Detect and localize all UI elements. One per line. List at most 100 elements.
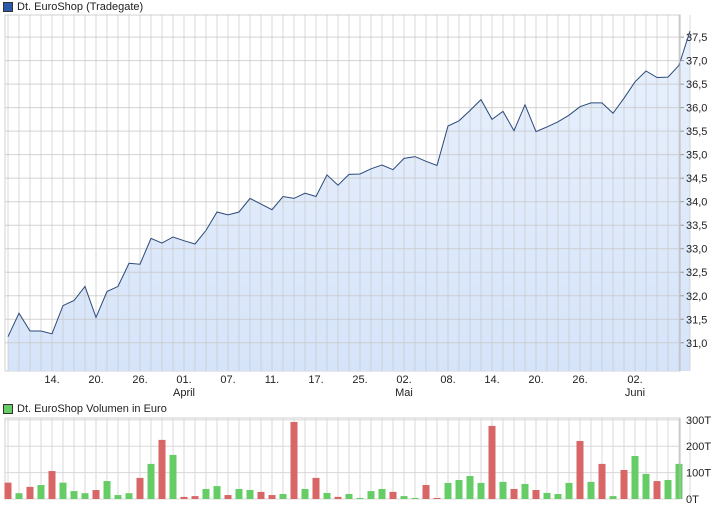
- price-xtick-label: 20.: [528, 374, 543, 386]
- volume-bar: [653, 481, 661, 499]
- volume-legend: Dt. EuroShop Volumen in Euro: [3, 403, 167, 415]
- volume-bar: [532, 490, 540, 499]
- volume-bar: [477, 482, 485, 499]
- volume-bar: [202, 488, 210, 499]
- volume-bar: [631, 455, 639, 499]
- volume-bar: [521, 483, 529, 499]
- volume-bar: [323, 492, 331, 499]
- volume-bar: [158, 439, 166, 499]
- price-ytick-label: 34,5: [686, 173, 707, 185]
- volume-bar: [510, 488, 518, 499]
- price-xtick-month: Mai: [395, 387, 413, 399]
- volume-bar: [15, 493, 23, 499]
- volume-bar: [664, 480, 672, 499]
- volume-bar: [466, 476, 474, 499]
- volume-bar: [598, 463, 606, 499]
- price-xtick-month: April: [173, 387, 195, 399]
- volume-bar: [70, 491, 78, 499]
- price-xtick-label: 25.: [352, 374, 367, 386]
- volume-bar: [455, 480, 463, 499]
- volume-bar: [444, 482, 452, 499]
- volume-bar: [411, 497, 419, 499]
- volume-bar: [675, 463, 683, 499]
- volume-bar: [92, 490, 100, 499]
- volume-bar: [114, 495, 122, 499]
- volume-ytick-label: 0T: [686, 494, 699, 506]
- volume-bar: [356, 497, 364, 499]
- volume-legend-label: Dt. EuroShop Volumen in Euro: [17, 403, 167, 415]
- volume-bar: [499, 481, 507, 499]
- price-ytick-label: 35,0: [686, 150, 707, 162]
- price-xtick-label: 14.: [484, 374, 499, 386]
- volume-bar: [587, 481, 595, 499]
- price-ytick-label: 31,5: [686, 314, 707, 326]
- volume-bar: [125, 493, 133, 499]
- volume-bar: [422, 485, 430, 499]
- volume-bar: [257, 491, 265, 499]
- price-ytick-label: 37,0: [686, 56, 707, 68]
- volume-bar: [147, 463, 155, 499]
- price-xtick-label: 02.: [627, 374, 642, 386]
- volume-bar: [235, 488, 243, 499]
- volume-bar: [213, 486, 221, 499]
- price-ytick-label: 36,0: [686, 103, 707, 115]
- volume-bar: [367, 491, 375, 499]
- volume-bar: [268, 495, 276, 499]
- volume-bar: [642, 473, 650, 499]
- price-ytick-label: 33,0: [686, 244, 707, 256]
- volume-bar: [433, 497, 441, 499]
- price-xtick-label: 20.: [88, 374, 103, 386]
- price-xtick-label: 17.: [308, 374, 323, 386]
- volume-bar: [279, 493, 287, 499]
- volume-bar: [312, 477, 320, 499]
- volume-bar: [103, 481, 111, 499]
- volume-bar: [37, 485, 45, 499]
- price-ytick-label: 37,5: [686, 32, 707, 44]
- volume-legend-swatch: [3, 404, 13, 414]
- price-xtick-label: 26.: [572, 374, 587, 386]
- price-xtick-label: 08.: [440, 374, 455, 386]
- volume-bar: [4, 482, 12, 499]
- price-ytick-label: 31,0: [686, 338, 707, 350]
- price-xtick-month: Juni: [625, 387, 645, 399]
- volume-bar: [400, 496, 408, 499]
- price-xtick-label: 07.: [220, 374, 235, 386]
- volume-bar: [565, 482, 573, 499]
- volume-bar: [246, 490, 254, 499]
- price-xtick-label: 11.: [265, 374, 279, 386]
- volume-bar: [26, 486, 34, 499]
- volume-bar: [136, 477, 144, 499]
- volume-bar: [48, 471, 56, 499]
- volume-bar: [169, 454, 177, 499]
- price-ytick-label: 35,5: [686, 126, 707, 138]
- volume-bar: [191, 496, 199, 499]
- price-xtick-label: 02.: [396, 374, 411, 386]
- volume-bar: [389, 491, 397, 499]
- price-legend: Dt. EuroShop (Tradegate): [3, 1, 143, 13]
- volume-bar: [345, 493, 353, 499]
- volume-bar: [334, 496, 342, 499]
- volume-ytick-label: 200T: [686, 441, 711, 453]
- price-ytick-label: 36,5: [686, 79, 707, 91]
- price-ytick-label: 33,5: [686, 220, 707, 232]
- price-ytick-label: 34,0: [686, 197, 707, 209]
- price-ytick-label: 32,0: [686, 291, 707, 303]
- price-xtick-label: 14.: [44, 374, 59, 386]
- price-legend-swatch: [3, 2, 13, 12]
- price-legend-label: Dt. EuroShop (Tradegate): [17, 1, 144, 13]
- volume-bar: [554, 493, 562, 499]
- volume-bar: [301, 488, 309, 499]
- volume-ytick-label: 100T: [686, 468, 711, 480]
- price-ytick-label: 32,5: [686, 267, 707, 279]
- volume-bar: [180, 496, 188, 499]
- volume-bar: [609, 496, 617, 499]
- volume-bar: [378, 488, 386, 499]
- volume-bar: [576, 440, 584, 499]
- volume-bar: [543, 492, 551, 499]
- volume-bar: [620, 469, 628, 499]
- volume-ytick-label: 300T: [686, 415, 711, 427]
- price-xtick-label: 01.: [176, 374, 191, 386]
- price-xtick-label: 26.: [132, 374, 147, 386]
- volume-bar: [224, 495, 232, 499]
